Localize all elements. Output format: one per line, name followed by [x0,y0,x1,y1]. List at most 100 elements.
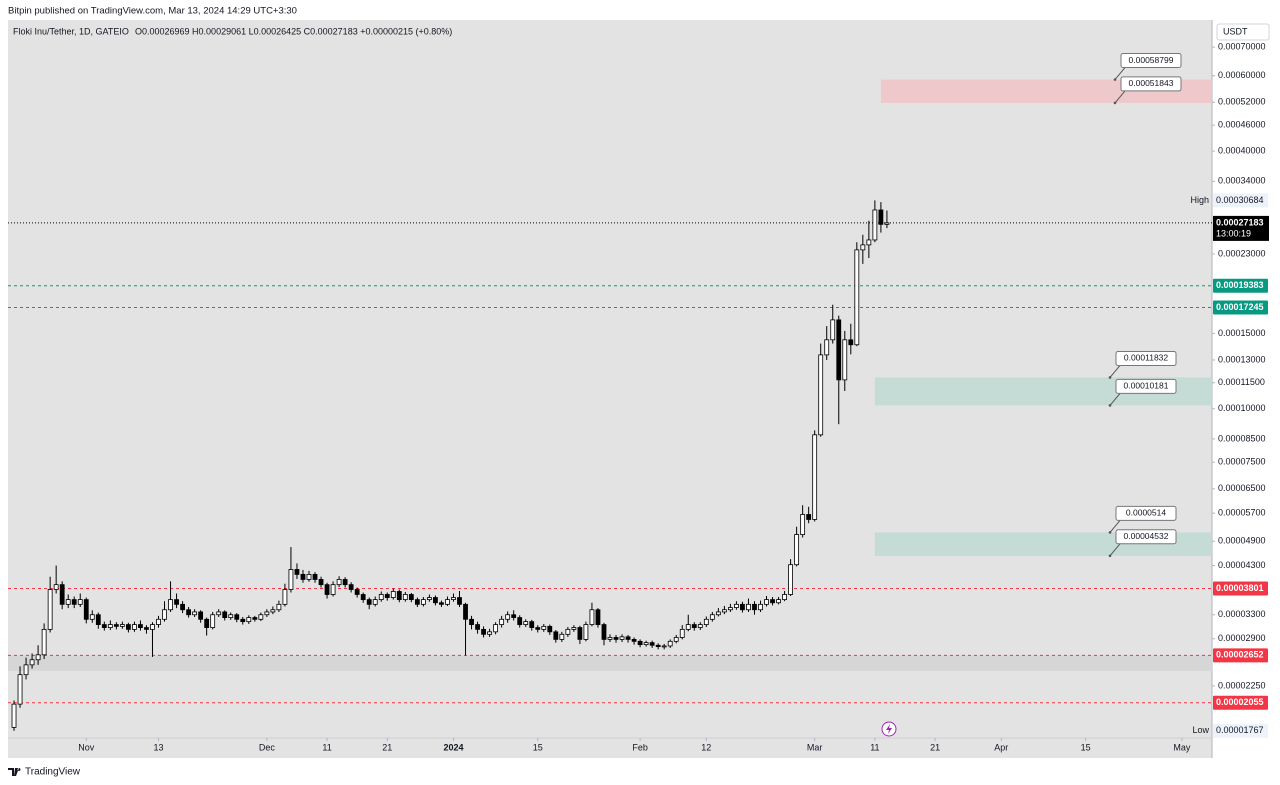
candle-body [884,222,890,225]
candle-body [559,633,565,640]
candle-body [619,636,625,640]
candle-body [11,703,17,728]
candle-body [113,624,119,627]
candle-body [631,638,637,642]
candle-body [41,628,47,656]
candle-body [607,637,613,640]
y-tick-label: 0.00003300 [1218,609,1266,619]
candle-body [288,569,294,590]
candle-body [23,664,29,676]
candle-body [487,631,493,635]
y-tick-label: 0.00002900 [1218,633,1266,643]
candle-body [709,614,715,620]
candle-body [547,625,553,633]
candle-body [144,627,149,630]
currency-box [1216,23,1270,41]
candle-body [228,614,234,618]
candle-body [119,624,125,627]
candle-body [240,618,246,623]
x-tick-label: 2024 [443,742,463,752]
candle-body [408,594,414,601]
callout-label: 0.00004532 [1124,531,1169,541]
candle-body [270,609,276,613]
candle-body [878,209,884,225]
y-tick-label: 0.00046000 [1218,120,1266,130]
candle-body [35,654,41,661]
candle-body [83,599,89,620]
callout-dot [1108,376,1112,379]
y-tick-label: 0.00011500 [1218,377,1265,387]
candle-body [499,618,505,625]
candle-body [854,249,860,346]
y-tick-label: 0.00006500 [1218,483,1266,493]
candle-body [396,591,402,601]
extreme-name: Low [1192,725,1209,735]
candle-body [294,569,300,575]
candle-body [126,624,131,630]
y-tick-label: 0.00008500 [1218,433,1266,443]
callout-pointer [1114,90,1126,104]
callout-box [1115,529,1177,545]
x-tick-label: Mar [807,742,823,752]
candle-body [246,617,252,623]
candle-body [842,339,848,381]
candle-body [655,644,661,648]
callout-pointer [1109,393,1121,406]
candle-body [192,611,198,616]
candle-body [276,603,282,611]
candle-body [252,617,258,620]
callout-label: 0.0000514 [1126,508,1166,518]
candle-body [770,599,775,604]
callout-pointer [1109,520,1121,533]
candle-body [667,640,673,647]
candle-body [95,614,101,625]
candle-body [168,599,173,611]
extreme-value: 0.00001767 [1216,725,1264,735]
candle-body [529,621,535,628]
candle-body [420,599,426,605]
y-tick-label: 0.00004300 [1218,560,1266,570]
candle-body [818,354,824,436]
candle-body [180,603,185,611]
candle-body [174,599,179,605]
candle-body [613,637,619,640]
y-tick-label: 0.00070000 [1218,41,1266,51]
candle-body [703,618,709,625]
candle-body [402,594,408,601]
candle-body [210,614,216,628]
candle-body [65,599,71,605]
candle-body [258,614,264,620]
callout-pointer [1114,67,1126,80]
level-label: 0.00017245 [1216,302,1264,312]
callout-label: 0.00051843 [1129,78,1174,88]
candle-body [138,624,143,628]
candle-body [107,624,113,628]
callout-dot [1108,404,1112,407]
candle-body [679,628,685,638]
x-tick-label: 11 [870,742,879,752]
x-tick-label: May [1173,742,1191,752]
candle-body [342,579,348,586]
candle-body [300,574,306,580]
candle-body [324,584,330,595]
x-tick-label: 12 [701,742,711,752]
y-tick-label: 0.00052000 [1218,97,1266,107]
level-label: 0.00002055 [1216,697,1264,707]
callout-box [1115,350,1177,366]
candle-body [728,607,733,611]
candle-body [643,642,649,646]
candle-body [101,624,107,628]
callout-label: 0.00010181 [1124,381,1169,391]
candle-body [697,624,703,628]
candle-body [204,618,210,628]
y-tick-label: 0.00040000 [1218,145,1266,155]
x-tick-label: 21 [930,742,940,752]
candle-body [306,574,312,580]
candle-body [384,594,390,598]
symbol-line: Floki Inu/Tether, 1D, GATEIO O0.00026969… [13,26,452,36]
candle-body [673,637,679,642]
candle-body [740,603,745,611]
candle-body [824,339,830,356]
candle-body [517,617,523,625]
